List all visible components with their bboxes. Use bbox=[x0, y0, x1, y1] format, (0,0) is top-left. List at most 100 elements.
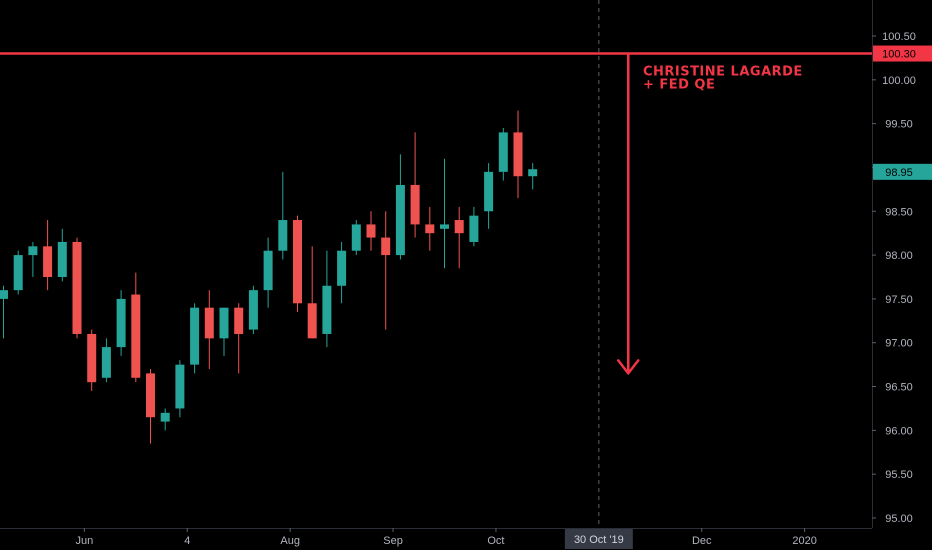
candle-body bbox=[263, 250, 273, 291]
candle-body bbox=[28, 246, 38, 256]
candle bbox=[322, 250, 332, 348]
candle bbox=[116, 290, 126, 356]
candle bbox=[204, 290, 214, 370]
candle-body bbox=[425, 224, 435, 234]
candle bbox=[351, 220, 361, 256]
candle bbox=[263, 237, 273, 308]
horizontal-line-price-badge: 100.30 bbox=[882, 49, 916, 61]
candle-body bbox=[381, 237, 391, 256]
candle bbox=[101, 338, 111, 383]
candle bbox=[498, 128, 508, 181]
price-tick-label: 100.50 bbox=[882, 31, 916, 43]
candle bbox=[278, 171, 288, 260]
candle bbox=[0, 285, 8, 339]
time-tick-label: 2020 bbox=[792, 535, 816, 547]
candle bbox=[381, 211, 391, 330]
candle-body bbox=[101, 347, 111, 378]
candle bbox=[484, 163, 494, 229]
candle-body bbox=[43, 246, 53, 277]
candle bbox=[146, 369, 155, 444]
candle bbox=[87, 329, 97, 391]
time-tick-label: Jun bbox=[75, 535, 93, 547]
candle bbox=[13, 250, 23, 295]
candle-body bbox=[146, 373, 155, 418]
time-tick-label: Dec bbox=[692, 535, 712, 547]
candles bbox=[0, 110, 538, 444]
candle bbox=[469, 206, 479, 247]
candle bbox=[131, 272, 141, 383]
candle bbox=[175, 360, 185, 418]
candle-body bbox=[351, 224, 361, 251]
candle bbox=[234, 303, 244, 374]
price-tick-label: 95.50 bbox=[885, 469, 913, 481]
candle bbox=[293, 215, 302, 313]
price-tick-label: 96.00 bbox=[885, 425, 913, 437]
candle bbox=[160, 408, 170, 431]
time-tick-label: Oct bbox=[487, 535, 504, 547]
price-tick-label: 96.50 bbox=[885, 382, 913, 394]
candle bbox=[366, 211, 376, 251]
candle bbox=[440, 158, 449, 269]
candle bbox=[248, 285, 258, 334]
candle-body bbox=[131, 294, 141, 378]
candle-body bbox=[160, 412, 170, 422]
candle bbox=[219, 307, 229, 356]
candle-body bbox=[440, 224, 449, 229]
candle-body bbox=[278, 220, 288, 251]
candle bbox=[513, 110, 523, 199]
candle-body bbox=[307, 303, 317, 339]
candle bbox=[72, 237, 82, 339]
price-tick-label: 95.00 bbox=[885, 513, 913, 525]
candle-body bbox=[498, 132, 508, 172]
price-tick-label: 97.50 bbox=[885, 294, 913, 306]
price-tick-label: 97.00 bbox=[885, 338, 913, 350]
candle-body bbox=[234, 307, 244, 334]
time-tick-label: Sep bbox=[383, 535, 403, 547]
price-tick-label: 98.00 bbox=[885, 250, 913, 262]
candle bbox=[395, 154, 405, 260]
candle-body bbox=[395, 184, 405, 256]
price-tick-label: 98.50 bbox=[885, 206, 913, 218]
crosshair-time-badge: 30 Oct '19 bbox=[574, 534, 624, 546]
candle-body bbox=[0, 290, 8, 299]
candle-body bbox=[57, 241, 67, 277]
candle bbox=[528, 163, 538, 190]
candle bbox=[190, 303, 200, 374]
candle-body bbox=[528, 169, 538, 177]
candle-body bbox=[322, 285, 332, 334]
horizontal-line-price-badge-bg bbox=[873, 45, 932, 62]
candle bbox=[57, 228, 67, 282]
candle-body bbox=[293, 220, 302, 304]
candle bbox=[425, 206, 435, 251]
candle-body bbox=[410, 184, 420, 225]
crosshair-time-badge-bg bbox=[564, 529, 633, 549]
candle-body bbox=[116, 298, 126, 348]
candle-body bbox=[337, 250, 347, 286]
last-price-badge-bg bbox=[873, 163, 932, 180]
candle-body bbox=[513, 132, 523, 177]
price-axis[interactable]: 100.50100.0099.5099.0098.5098.0097.5097.… bbox=[872, 0, 932, 528]
arrow-head-icon bbox=[617, 359, 640, 375]
candle bbox=[307, 246, 317, 339]
candle-body bbox=[454, 220, 464, 234]
time-axis[interactable]: Jun 4 Aug Sep Oct Dec 2020 30 Oct '19 bbox=[0, 528, 872, 549]
candle bbox=[337, 241, 347, 304]
candle-body bbox=[484, 171, 494, 212]
candle-body bbox=[204, 307, 214, 339]
drawings: CHRISTINE LAGARDE+ FED QE bbox=[0, 0, 872, 528]
last-price-badge: 98.95 bbox=[885, 167, 913, 179]
time-tick-label: Aug bbox=[280, 535, 300, 547]
candle-body bbox=[248, 290, 258, 330]
price-tick-label: 100.00 bbox=[882, 75, 916, 87]
candle-body bbox=[469, 215, 479, 242]
annotation-text-line: CHRISTINE LAGARDE bbox=[643, 65, 803, 80]
price-tick-label: 99.50 bbox=[885, 119, 913, 131]
candle-body bbox=[219, 307, 229, 339]
time-tick-label: 4 bbox=[184, 535, 190, 547]
candle-body bbox=[72, 241, 82, 334]
candle-body bbox=[87, 333, 97, 383]
candle-body bbox=[366, 224, 376, 238]
candle bbox=[43, 220, 53, 291]
